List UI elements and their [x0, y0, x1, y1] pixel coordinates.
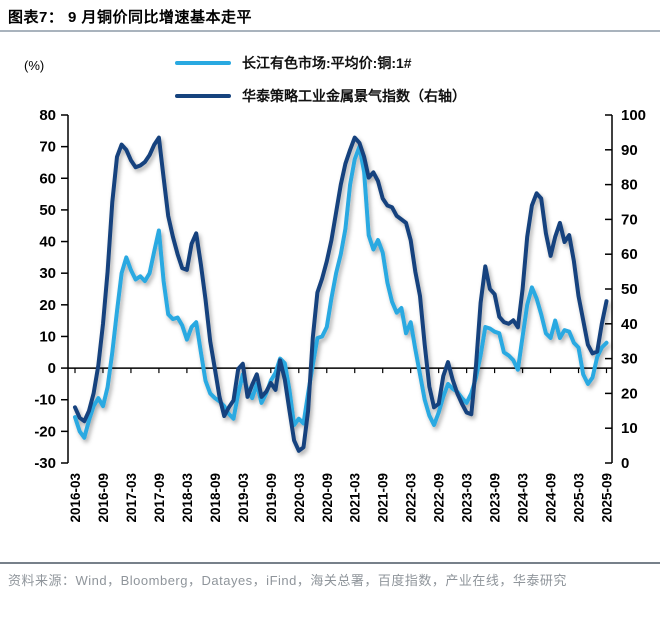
left-axis-tick-label: 30: [39, 265, 56, 282]
x-axis-tick-label: 2021-03: [348, 473, 363, 523]
left-axis-tick-label: 50: [39, 202, 56, 219]
x-axis-tick-label: 2025-03: [572, 473, 587, 523]
footer-divider: [0, 562, 660, 564]
x-axis-tick-label: 2025-09: [600, 473, 615, 523]
x-axis-tick-label: 2019-03: [236, 473, 251, 523]
right-axis-tick-label: 60: [621, 246, 638, 263]
x-axis-tick-label: 2020-03: [292, 473, 307, 523]
legend-label-metal-index: 华泰策略工业金属景气指数（右轴）: [242, 88, 466, 104]
chart-legend: 长江有色市场:平均价:铜:1# 华泰策略工业金属景气指数（右轴）: [175, 53, 466, 119]
metal-index-line-swatch: [175, 94, 231, 98]
x-axis-tick-label: 2022-03: [404, 473, 419, 523]
right-axis-tick-label: 30: [621, 351, 638, 368]
copper-yoy-line-chart: 80706050403020100-10-20-3010090807060504…: [34, 107, 646, 523]
x-axis-tick-label: 2024-03: [516, 473, 531, 523]
left-axis-tick-label: 70: [39, 139, 56, 156]
x-axis-tick-label: 2017-03: [124, 473, 139, 523]
left-axis-tick-label: 0: [48, 360, 56, 377]
left-axis-tick-label: -30: [34, 455, 56, 472]
left-axis-tick-label: 20: [39, 297, 56, 314]
left-axis-unit-label: (%): [24, 58, 45, 73]
left-axis-tick-label: 10: [39, 328, 56, 345]
x-axis-tick-label: 2023-03: [460, 473, 475, 523]
right-axis-tick-label: 40: [621, 316, 638, 333]
x-axis-tick-label: 2024-09: [544, 473, 559, 523]
left-axis-tick-label: -20: [34, 423, 56, 440]
x-axis-tick-label: 2018-03: [180, 473, 195, 523]
title-divider: [0, 30, 660, 32]
legend-item-copper-price: 长江有色市场:平均价:铜:1#: [175, 53, 466, 73]
legend-item-metal-index: 华泰策略工业金属景气指数（右轴）: [175, 86, 466, 106]
right-axis-tick-label: 100: [621, 107, 646, 124]
right-axis-tick-label: 90: [621, 142, 638, 159]
x-axis-tick-label: 2016-09: [96, 473, 111, 523]
copper-price-line-swatch: [175, 61, 231, 65]
legend-label-copper-price: 长江有色市场:平均价:铜:1#: [242, 55, 412, 71]
right-axis-tick-label: 70: [621, 211, 638, 228]
x-axis-tick-label: 2023-09: [488, 473, 503, 523]
right-axis-tick-label: 10: [621, 420, 638, 437]
figure-title: 图表7： 9 月铜价同比增速基本走平: [8, 9, 253, 26]
right-axis-tick-label: 50: [621, 281, 638, 298]
x-axis-tick-label: 2019-09: [264, 473, 279, 523]
x-axis-tick-label: 2020-09: [320, 473, 335, 523]
left-axis-tick-label: 60: [39, 170, 56, 187]
right-axis-tick-label: 0: [621, 455, 629, 472]
left-axis-tick-label: 80: [39, 107, 56, 124]
copper-price-line: [73, 144, 609, 440]
x-axis-tick-label: 2016-03: [68, 473, 83, 523]
x-axis-tick-label: 2018-09: [208, 473, 223, 523]
x-axis-tick-label: 2021-09: [376, 473, 391, 523]
x-axis-tick-label: 2017-09: [152, 473, 167, 523]
series-group: [73, 135, 609, 453]
x-axis-tick-label: 2022-09: [432, 473, 447, 523]
right-axis-tick-label: 20: [621, 385, 638, 402]
industrial-metal-index-line: [73, 135, 609, 453]
data-source-note: 资料来源：Wind，Bloomberg，Datayes，iFind，海关总署，百…: [8, 573, 567, 588]
left-axis-tick-label: -10: [34, 392, 56, 409]
left-axis-tick-label: 40: [39, 234, 56, 251]
right-axis-tick-label: 80: [621, 177, 638, 194]
